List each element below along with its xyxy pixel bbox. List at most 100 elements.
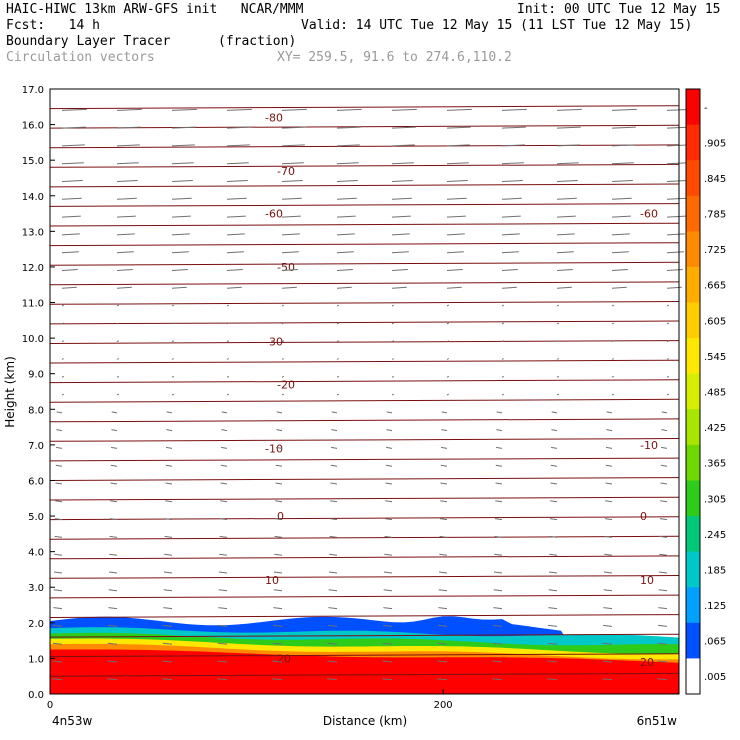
vector-arrow <box>336 162 359 165</box>
vector-arrow <box>116 108 142 111</box>
vector-arrow <box>54 553 63 556</box>
vector-arrow <box>501 251 519 254</box>
temperature-contour-line <box>49 340 680 344</box>
vector-arrow <box>660 500 668 503</box>
vector-arrow <box>547 660 558 663</box>
vector-arrow <box>391 162 414 165</box>
vector-arrow <box>111 429 118 432</box>
vector-arrow <box>603 589 613 592</box>
vector-arrow <box>116 322 120 325</box>
vector-arrow <box>61 358 65 360</box>
vector-arrow <box>165 464 173 467</box>
vector-arrow <box>171 233 190 236</box>
vector-arrow <box>382 678 393 681</box>
vector-arrow <box>446 286 462 289</box>
vector-arrow <box>611 251 629 254</box>
forecast-hour: Fcst: 14 h <box>6 18 100 33</box>
x-tick-label: 0 <box>47 700 53 711</box>
vector-arrow <box>446 393 450 396</box>
vector-arrow <box>446 375 450 378</box>
vector-arrow <box>281 286 297 289</box>
vector-arrow <box>501 286 517 289</box>
vector-arrow <box>281 375 285 378</box>
vector-arrow <box>391 233 410 236</box>
vector-arrow <box>556 197 577 200</box>
vector-arrow <box>659 553 668 556</box>
temperature-contour-line <box>49 398 680 403</box>
vector-arrow <box>162 678 173 681</box>
vector-arrow <box>441 446 448 449</box>
vector-arrow <box>384 553 393 556</box>
vector-arrow <box>61 233 80 236</box>
vector-arrow <box>330 500 338 503</box>
colorbar-label: .305 <box>704 494 726 505</box>
vector-arrow <box>501 269 518 271</box>
colorbar-swatch <box>686 231 700 268</box>
vector-arrow <box>446 215 466 218</box>
y-tick-label: 8.0 <box>28 405 44 416</box>
temperature-contours: -80 -70 -60 -50 -30 -20 -10 0 10 20 -60 -10 0 10 20 <box>49 105 680 677</box>
vector-arrow <box>391 322 395 325</box>
vector-arrow <box>281 162 304 165</box>
vector-arrow <box>549 553 558 556</box>
vector-arrow <box>109 518 118 521</box>
vector-arrow <box>556 358 560 360</box>
vector-arrow <box>166 411 173 414</box>
vector-arrow <box>385 500 393 503</box>
vector-arrow <box>171 269 188 271</box>
vector-arrow <box>272 678 283 681</box>
vector-arrow <box>548 589 558 592</box>
vector-arrow <box>171 340 175 343</box>
vector-arrow <box>226 180 248 182</box>
vector-arrow <box>52 678 63 681</box>
x-start-location: 4n53w <box>52 714 93 728</box>
temperature-contour-line <box>49 418 680 423</box>
cross-section-endpoints: XY= 259.5, 91.6 to 274.6,110.2 <box>277 50 512 65</box>
vector-arrow <box>386 446 393 449</box>
vector-arrow <box>218 624 228 627</box>
vector-arrow <box>171 126 196 129</box>
vector-arrow <box>385 482 393 485</box>
vector-arrow <box>331 446 338 449</box>
vector-arrow <box>556 162 579 165</box>
vector-arrow <box>384 518 393 521</box>
vector-arrow <box>438 624 448 627</box>
vector-arrow <box>611 233 630 236</box>
vector-arrow <box>61 180 83 182</box>
y-tick-label: 2.0 <box>28 619 44 630</box>
vector-arrow <box>274 535 283 538</box>
vector-arrow <box>605 500 613 503</box>
vector-arrow <box>493 589 503 592</box>
vector-arrow <box>495 464 503 467</box>
vector-arrow <box>226 108 252 111</box>
vector-arrow <box>108 624 118 627</box>
vector-arrow <box>551 446 558 449</box>
vector-arrow <box>603 607 613 610</box>
vector-arrow <box>108 571 118 574</box>
vector-arrow <box>604 535 613 538</box>
vector-arrow <box>336 233 355 236</box>
vector-arrow <box>116 269 133 271</box>
x-end-location: 6n51w <box>637 714 678 728</box>
vector-arrow <box>438 607 448 610</box>
vector-arrow <box>440 482 448 485</box>
vector-arrow <box>336 180 358 182</box>
vector-arrow <box>666 215 686 218</box>
vector-arrow <box>61 375 65 378</box>
vector-arrow <box>171 162 194 165</box>
temperature-contour-line <box>49 124 680 129</box>
vector-arrow <box>658 607 668 610</box>
vector-arrow <box>383 589 393 592</box>
vector-arrow <box>604 553 613 556</box>
vector-arrow <box>659 518 668 521</box>
vector-arrow <box>171 197 192 200</box>
vector-arrow <box>446 162 469 165</box>
colorbar-label: .905 <box>704 138 726 149</box>
vector-arrow <box>666 286 682 289</box>
vector-arrow <box>281 322 285 325</box>
vector-arrow <box>166 429 173 432</box>
colorbar-swatch <box>686 516 700 553</box>
colorbar-swatch <box>686 160 700 197</box>
vector-arrow <box>275 464 283 467</box>
